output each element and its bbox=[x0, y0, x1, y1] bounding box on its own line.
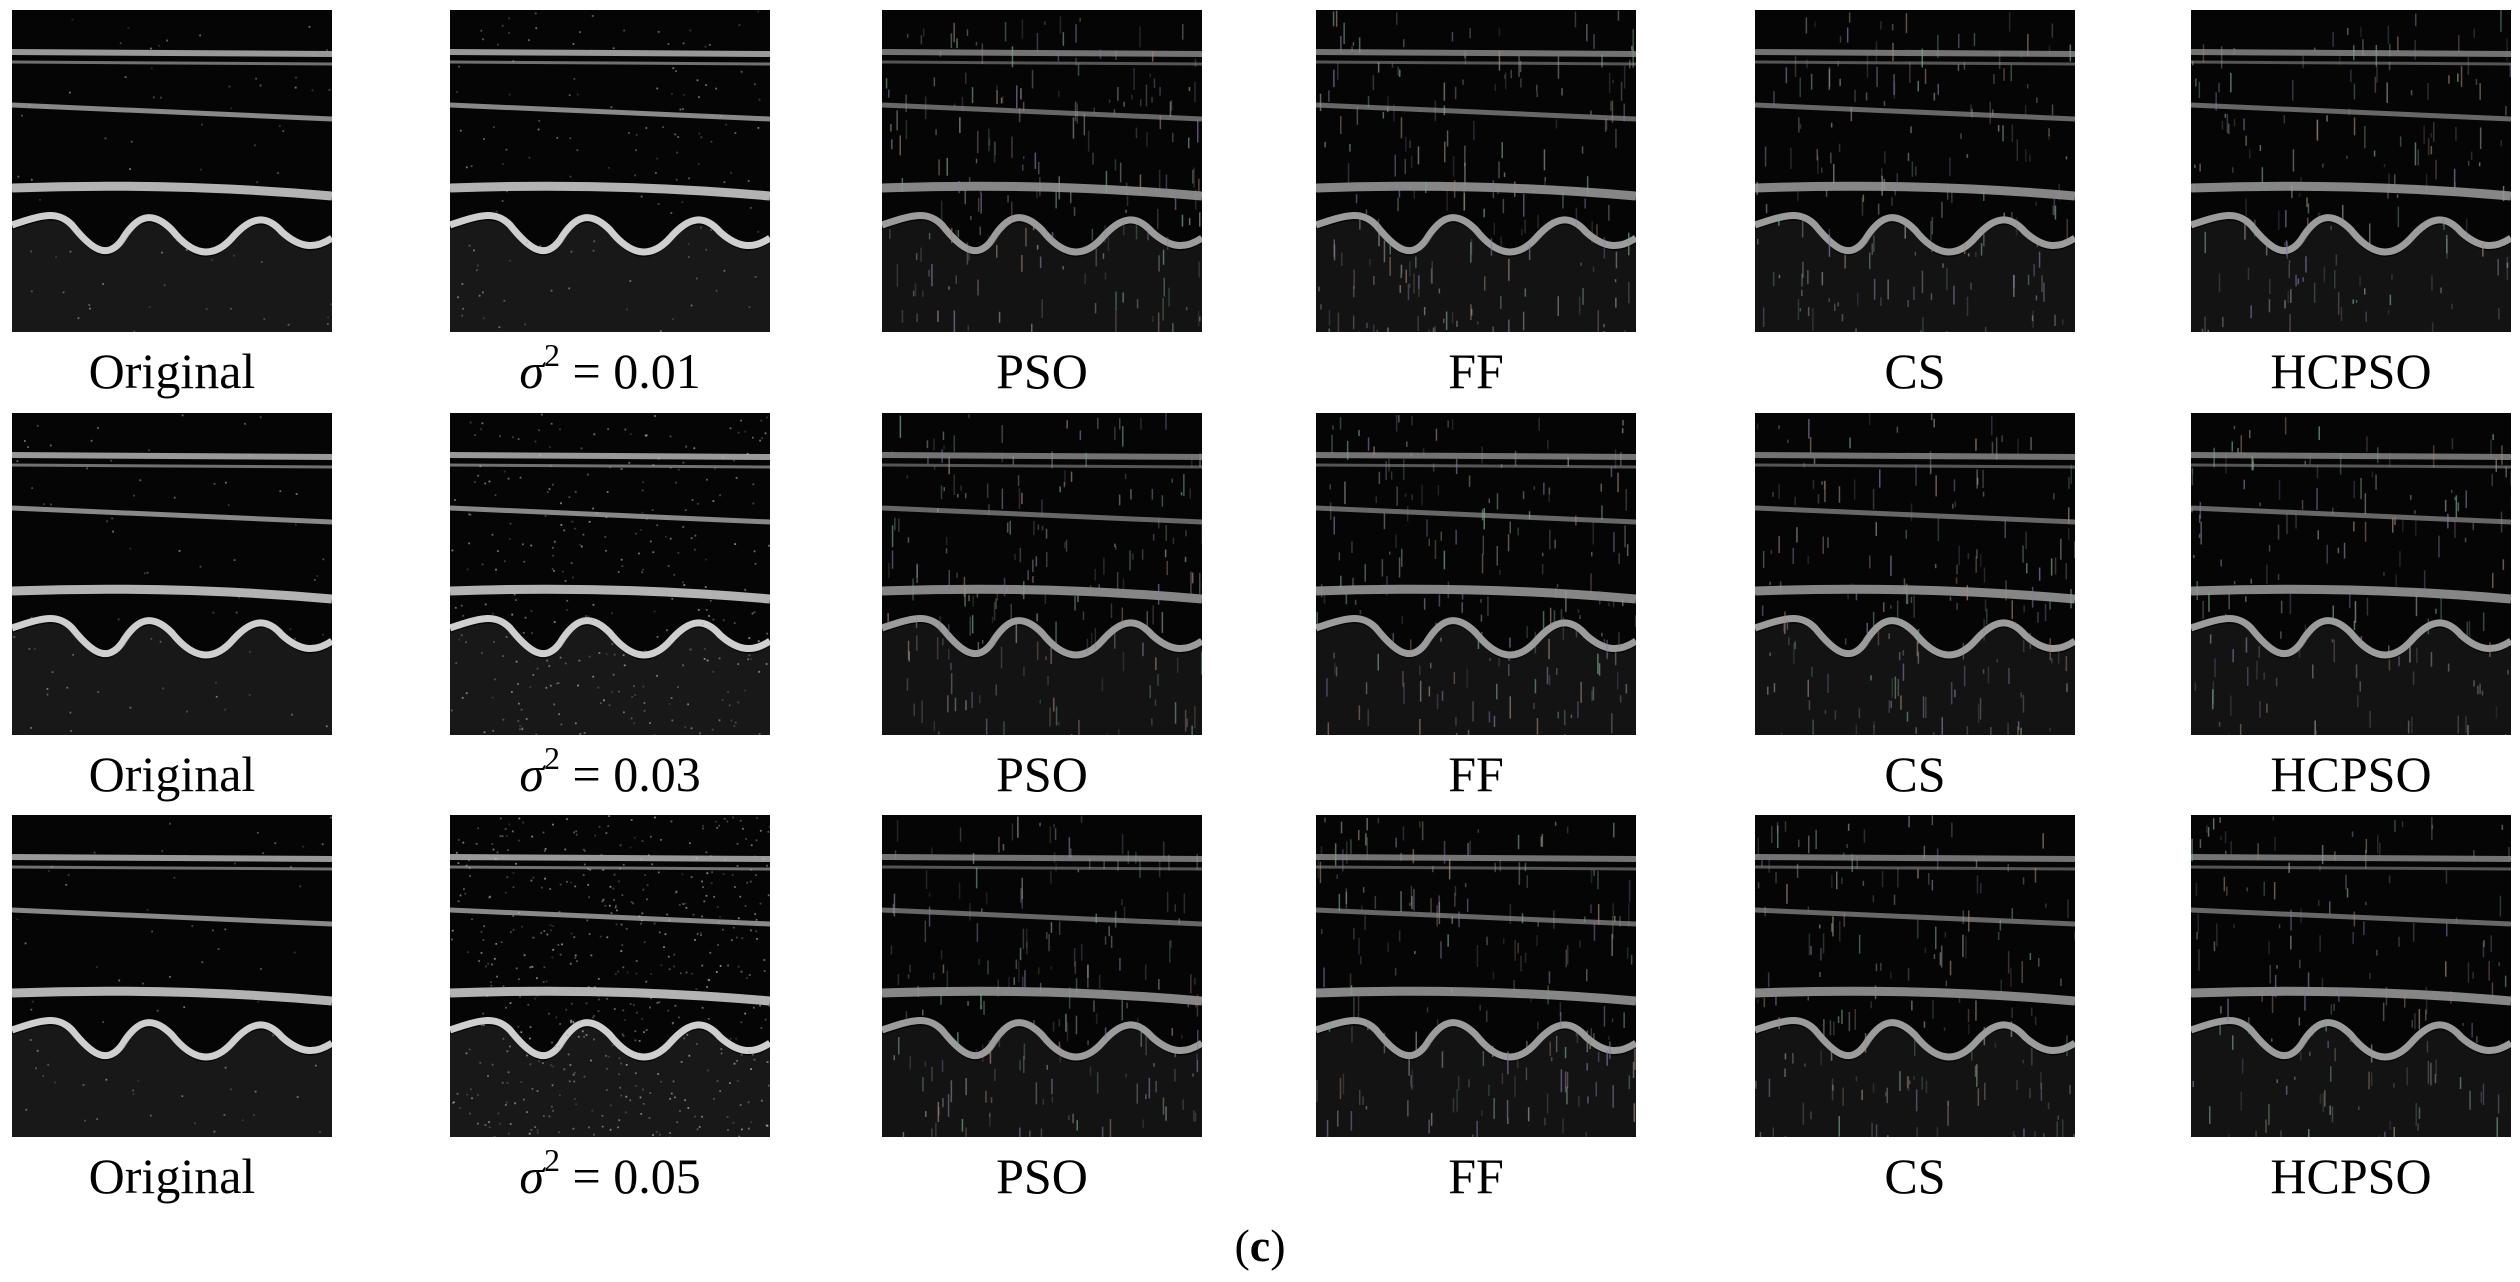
image-caption: PSO bbox=[996, 1148, 1088, 1204]
panel-letter: c bbox=[1249, 1220, 1271, 1271]
echo-image bbox=[1316, 10, 1636, 332]
echo-image bbox=[882, 10, 1202, 332]
image-caption: σ2 = 0.05 bbox=[519, 1142, 701, 1204]
image-caption: σ2 = 0.03 bbox=[519, 740, 701, 802]
echo-image bbox=[2191, 413, 2511, 735]
echo-image bbox=[882, 815, 1202, 1137]
image-caption: Original bbox=[88, 1148, 256, 1204]
echo-image bbox=[2191, 815, 2511, 1137]
echo-image bbox=[450, 815, 770, 1137]
image-caption: FF bbox=[1448, 1148, 1504, 1204]
echo-image bbox=[2191, 10, 2511, 332]
image-caption: σ2 = 0.01 bbox=[519, 337, 701, 399]
echo-image bbox=[1755, 413, 2075, 735]
image-caption: PSO bbox=[996, 746, 1088, 802]
image-caption: HCPSO bbox=[2270, 343, 2432, 399]
image-caption: FF bbox=[1448, 343, 1504, 399]
figure-grid: Original σ2 = 0.01 PSO FF CS HCPSO Original σ2 … bbox=[0, 10, 2520, 1215]
echo-image bbox=[1316, 815, 1636, 1137]
echo-image bbox=[882, 413, 1202, 735]
echo-image bbox=[450, 10, 770, 332]
echo-image bbox=[450, 413, 770, 735]
image-caption: FF bbox=[1448, 746, 1504, 802]
image-caption: HCPSO bbox=[2270, 1148, 2432, 1204]
image-caption: Original bbox=[88, 746, 256, 802]
image-caption: PSO bbox=[996, 343, 1088, 399]
figure-row: Original σ2 = 0.03 PSO FF CS HCPSO bbox=[0, 413, 2520, 813]
image-caption: Original bbox=[88, 343, 256, 399]
echo-image bbox=[12, 815, 332, 1137]
figure-row: Original σ2 = 0.01 PSO FF CS HCPSO bbox=[0, 10, 2520, 410]
image-caption: HCPSO bbox=[2270, 746, 2432, 802]
panel-label: (c) bbox=[1234, 1220, 1286, 1271]
echo-image bbox=[12, 10, 332, 332]
echo-image bbox=[1755, 815, 2075, 1137]
image-caption: CS bbox=[1884, 746, 1946, 802]
echo-image bbox=[1755, 10, 2075, 332]
image-caption: CS bbox=[1884, 343, 1946, 399]
echo-image bbox=[12, 413, 332, 735]
figure-row: Original σ2 = 0.05 PSO FF CS HCPSO bbox=[0, 815, 2520, 1215]
echo-image bbox=[1316, 413, 1636, 735]
image-caption: CS bbox=[1884, 1148, 1946, 1204]
